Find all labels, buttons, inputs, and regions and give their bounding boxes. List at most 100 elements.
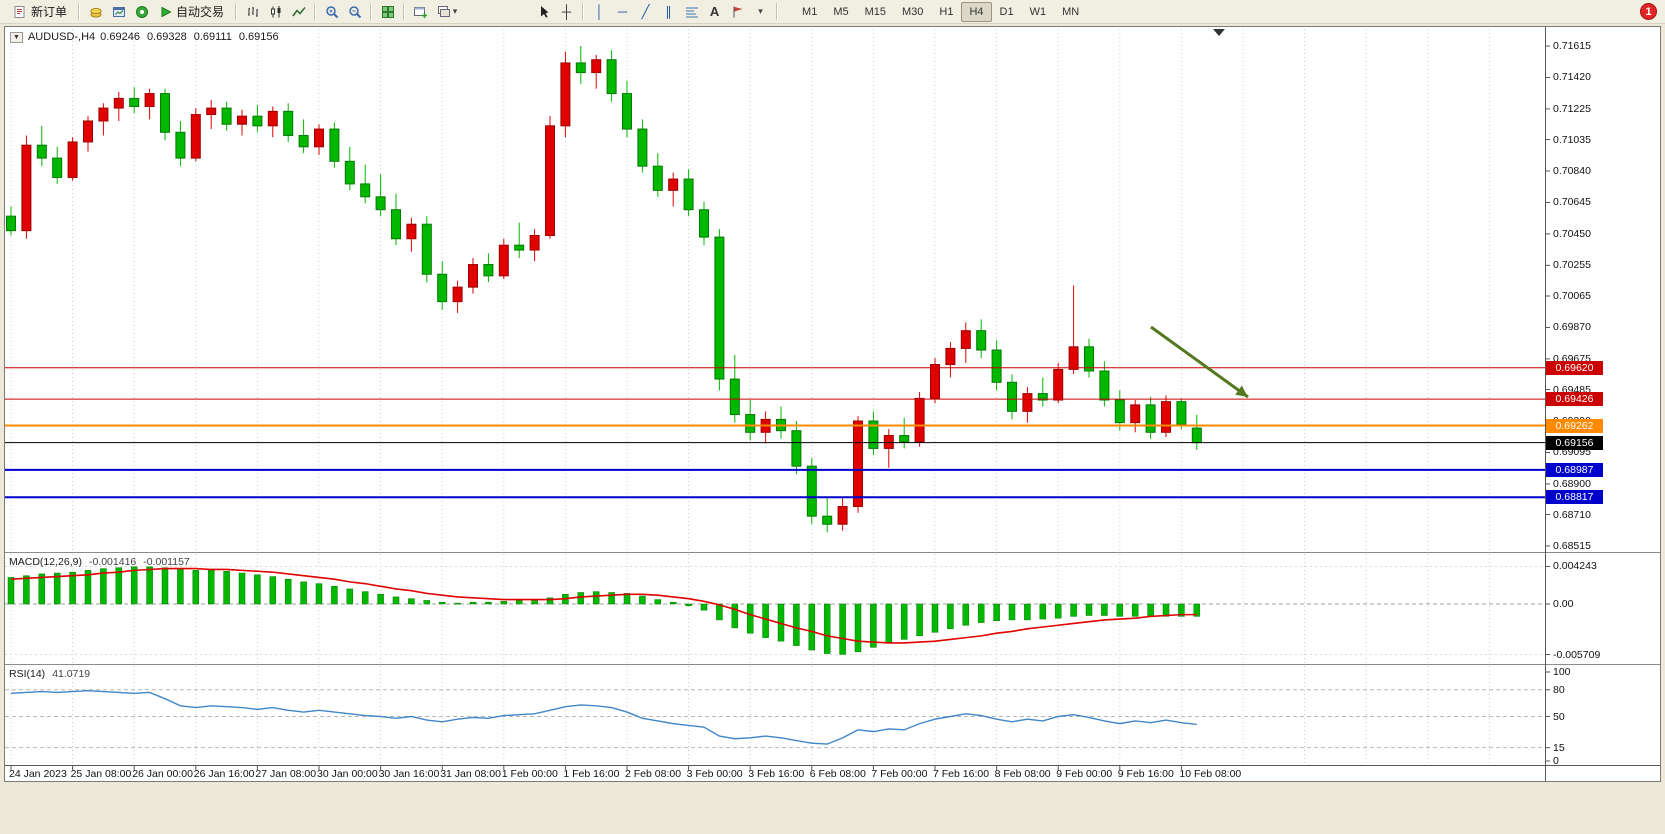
trendline-tool-button[interactable]: ╱ bbox=[634, 1, 657, 22]
data-window-icon bbox=[112, 6, 125, 17]
time-label: 26 Jan 00:00 bbox=[132, 768, 193, 780]
cursor-icon bbox=[540, 5, 548, 18]
line-chart-button[interactable] bbox=[287, 1, 310, 22]
price-tick-label: 0.68710 bbox=[1553, 508, 1591, 521]
channel-icon: ∥ bbox=[665, 4, 672, 19]
toolbar-separator bbox=[314, 3, 317, 20]
time-label: 30 Jan 16:00 bbox=[378, 768, 440, 780]
price-tick-label: 0.70645 bbox=[1553, 196, 1591, 209]
price-tick-label: 0.71225 bbox=[1553, 102, 1591, 115]
symbol-dropdown-button[interactable]: ▼ bbox=[10, 31, 23, 43]
price-tick-label: 0.70450 bbox=[1553, 227, 1591, 240]
label-tool-button[interactable] bbox=[726, 1, 749, 22]
time-label: 1 Feb 16:00 bbox=[563, 768, 620, 780]
line-chart-icon bbox=[291, 6, 306, 16]
candlestick-chart-button[interactable] bbox=[264, 1, 287, 22]
tile-windows-button[interactable] bbox=[376, 1, 399, 22]
toolbar: 新订单 自动交易 bbox=[0, 0, 1665, 24]
notification-badge[interactable]: 1 bbox=[1640, 3, 1657, 20]
timeframe-h1-button[interactable]: H1 bbox=[939, 5, 954, 18]
chevron-down-icon: ▾ bbox=[452, 6, 458, 16]
time-label: 30 Jan 00:00 bbox=[317, 768, 378, 780]
time-label: 6 Feb 08:00 bbox=[809, 768, 866, 780]
tile-windows-icon bbox=[381, 5, 394, 18]
rsi-tick-label: 15 bbox=[1553, 741, 1565, 754]
timeframe-m15-button[interactable]: M15 bbox=[864, 5, 886, 18]
zoom-in-button[interactable] bbox=[320, 1, 343, 22]
timeframe-h4-button[interactable]: H4 bbox=[961, 1, 992, 22]
crosshair-tool-button[interactable]: ┼ bbox=[555, 1, 578, 22]
price-tick-label: 0.70840 bbox=[1553, 165, 1591, 177]
price-tick-label: 0.68900 bbox=[1553, 477, 1591, 490]
crosshair-icon: ┼ bbox=[561, 4, 572, 19]
time-label: 31 Jan 08:00 bbox=[440, 768, 501, 780]
close-value: 0.69156 bbox=[238, 31, 279, 43]
autotrading-button[interactable]: 自动交易 bbox=[153, 1, 231, 22]
text-icon: A bbox=[709, 4, 720, 19]
market-watch-icon bbox=[90, 7, 102, 18]
time-label: 10 Feb 08:00 bbox=[1179, 768, 1242, 780]
timeframe-mn-button[interactable]: MN bbox=[1062, 5, 1080, 18]
fibonacci-tool-button[interactable] bbox=[680, 1, 703, 22]
time-label: 27 Jan 08:00 bbox=[255, 768, 317, 780]
macd-value-2: -0.001157 bbox=[143, 556, 190, 568]
rsi-label: RSI(14) 41.0719 bbox=[9, 668, 90, 680]
new-order-button[interactable]: 新订单 bbox=[6, 1, 74, 22]
toolbar-separator bbox=[78, 3, 81, 20]
time-label: 9 Feb 00:00 bbox=[1056, 768, 1113, 780]
timeframe-m1-button[interactable]: M1 bbox=[802, 5, 818, 18]
zoom-out-icon bbox=[348, 5, 361, 18]
price-tick-label: 0.71420 bbox=[1553, 71, 1591, 84]
market-watch-button[interactable] bbox=[84, 1, 107, 22]
time-label: 26 Jan 16:00 bbox=[193, 768, 255, 780]
horizontal-line-tool-button[interactable]: ─ bbox=[611, 1, 634, 22]
timeframe-d1-button[interactable]: D1 bbox=[999, 5, 1014, 18]
price-tick-label: 0.68515 bbox=[1553, 540, 1591, 552]
chart-canvas[interactable] bbox=[5, 27, 1660, 781]
timeframe-m30-button[interactable]: M30 bbox=[902, 5, 924, 18]
timeframe-group: M1 M5 M15 M30 H1 H4 D1 W1 MN bbox=[794, 1, 1087, 22]
text-tool-button[interactable]: A bbox=[703, 1, 726, 22]
rsi-name: RSI(14) bbox=[9, 668, 46, 680]
time-label: 7 Feb 00:00 bbox=[871, 768, 928, 780]
price-tag: 0.68987 bbox=[1546, 462, 1603, 477]
time-label: 7 Feb 16:00 bbox=[933, 768, 990, 780]
macd-value-1: -0.001416 bbox=[88, 556, 137, 568]
new-chart-button[interactable] bbox=[409, 1, 432, 22]
toolbar-separator bbox=[235, 3, 238, 20]
time-label: 2 Feb 08:00 bbox=[625, 768, 682, 780]
channel-tool-button[interactable]: ∥ bbox=[657, 1, 680, 22]
new-order-label: 新订单 bbox=[31, 5, 68, 19]
horizontal-line-icon: ─ bbox=[617, 4, 628, 19]
current-price-tag: 0.69156 bbox=[1546, 435, 1603, 450]
macd-tick-label: 0.00 bbox=[1553, 598, 1574, 610]
rsi-tick-label: 100 bbox=[1553, 666, 1571, 678]
data-window-button[interactable] bbox=[107, 1, 130, 22]
price-tag: 0.69262 bbox=[1546, 418, 1603, 433]
cursor-tool-button[interactable] bbox=[532, 1, 555, 22]
timeframe-w1-button[interactable]: W1 bbox=[1029, 5, 1047, 18]
symbol-period-label: AUDUSD-,H4 bbox=[27, 31, 96, 43]
rsi-tick-label: 0 bbox=[1553, 755, 1559, 767]
shapes-dropdown-button[interactable]: ▾ bbox=[749, 1, 772, 22]
zoom-out-button[interactable] bbox=[343, 1, 366, 22]
time-label: 8 Feb 08:00 bbox=[994, 768, 1051, 780]
shapes-dropdown-icon: ▾ bbox=[758, 6, 763, 16]
price-tag: 0.68817 bbox=[1546, 490, 1603, 505]
chart-profiles-icon bbox=[437, 5, 450, 17]
toolbar-separator bbox=[582, 3, 585, 20]
rsi-value: 41.0719 bbox=[52, 668, 91, 680]
price-tag: 0.69426 bbox=[1546, 392, 1603, 407]
high-value: 0.69328 bbox=[146, 31, 187, 43]
bar-chart-button[interactable] bbox=[241, 1, 264, 22]
time-label: 3 Feb 16:00 bbox=[748, 768, 805, 780]
chart-window[interactable]: ▼ AUDUSD-,H4 0.69246 0.69328 0.69111 0.6… bbox=[4, 26, 1661, 782]
vertical-line-tool-button[interactable]: │ bbox=[588, 1, 611, 22]
autotrading-play-icon bbox=[161, 6, 172, 17]
timeframe-m5-button[interactable]: M5 bbox=[833, 5, 849, 18]
chart-profiles-button[interactable]: ▾ bbox=[432, 1, 462, 22]
price-tick-label: 0.69870 bbox=[1553, 321, 1591, 334]
toolbar-separator bbox=[776, 3, 779, 20]
navigator-button[interactable] bbox=[130, 1, 153, 22]
label-flag-icon bbox=[733, 6, 743, 17]
